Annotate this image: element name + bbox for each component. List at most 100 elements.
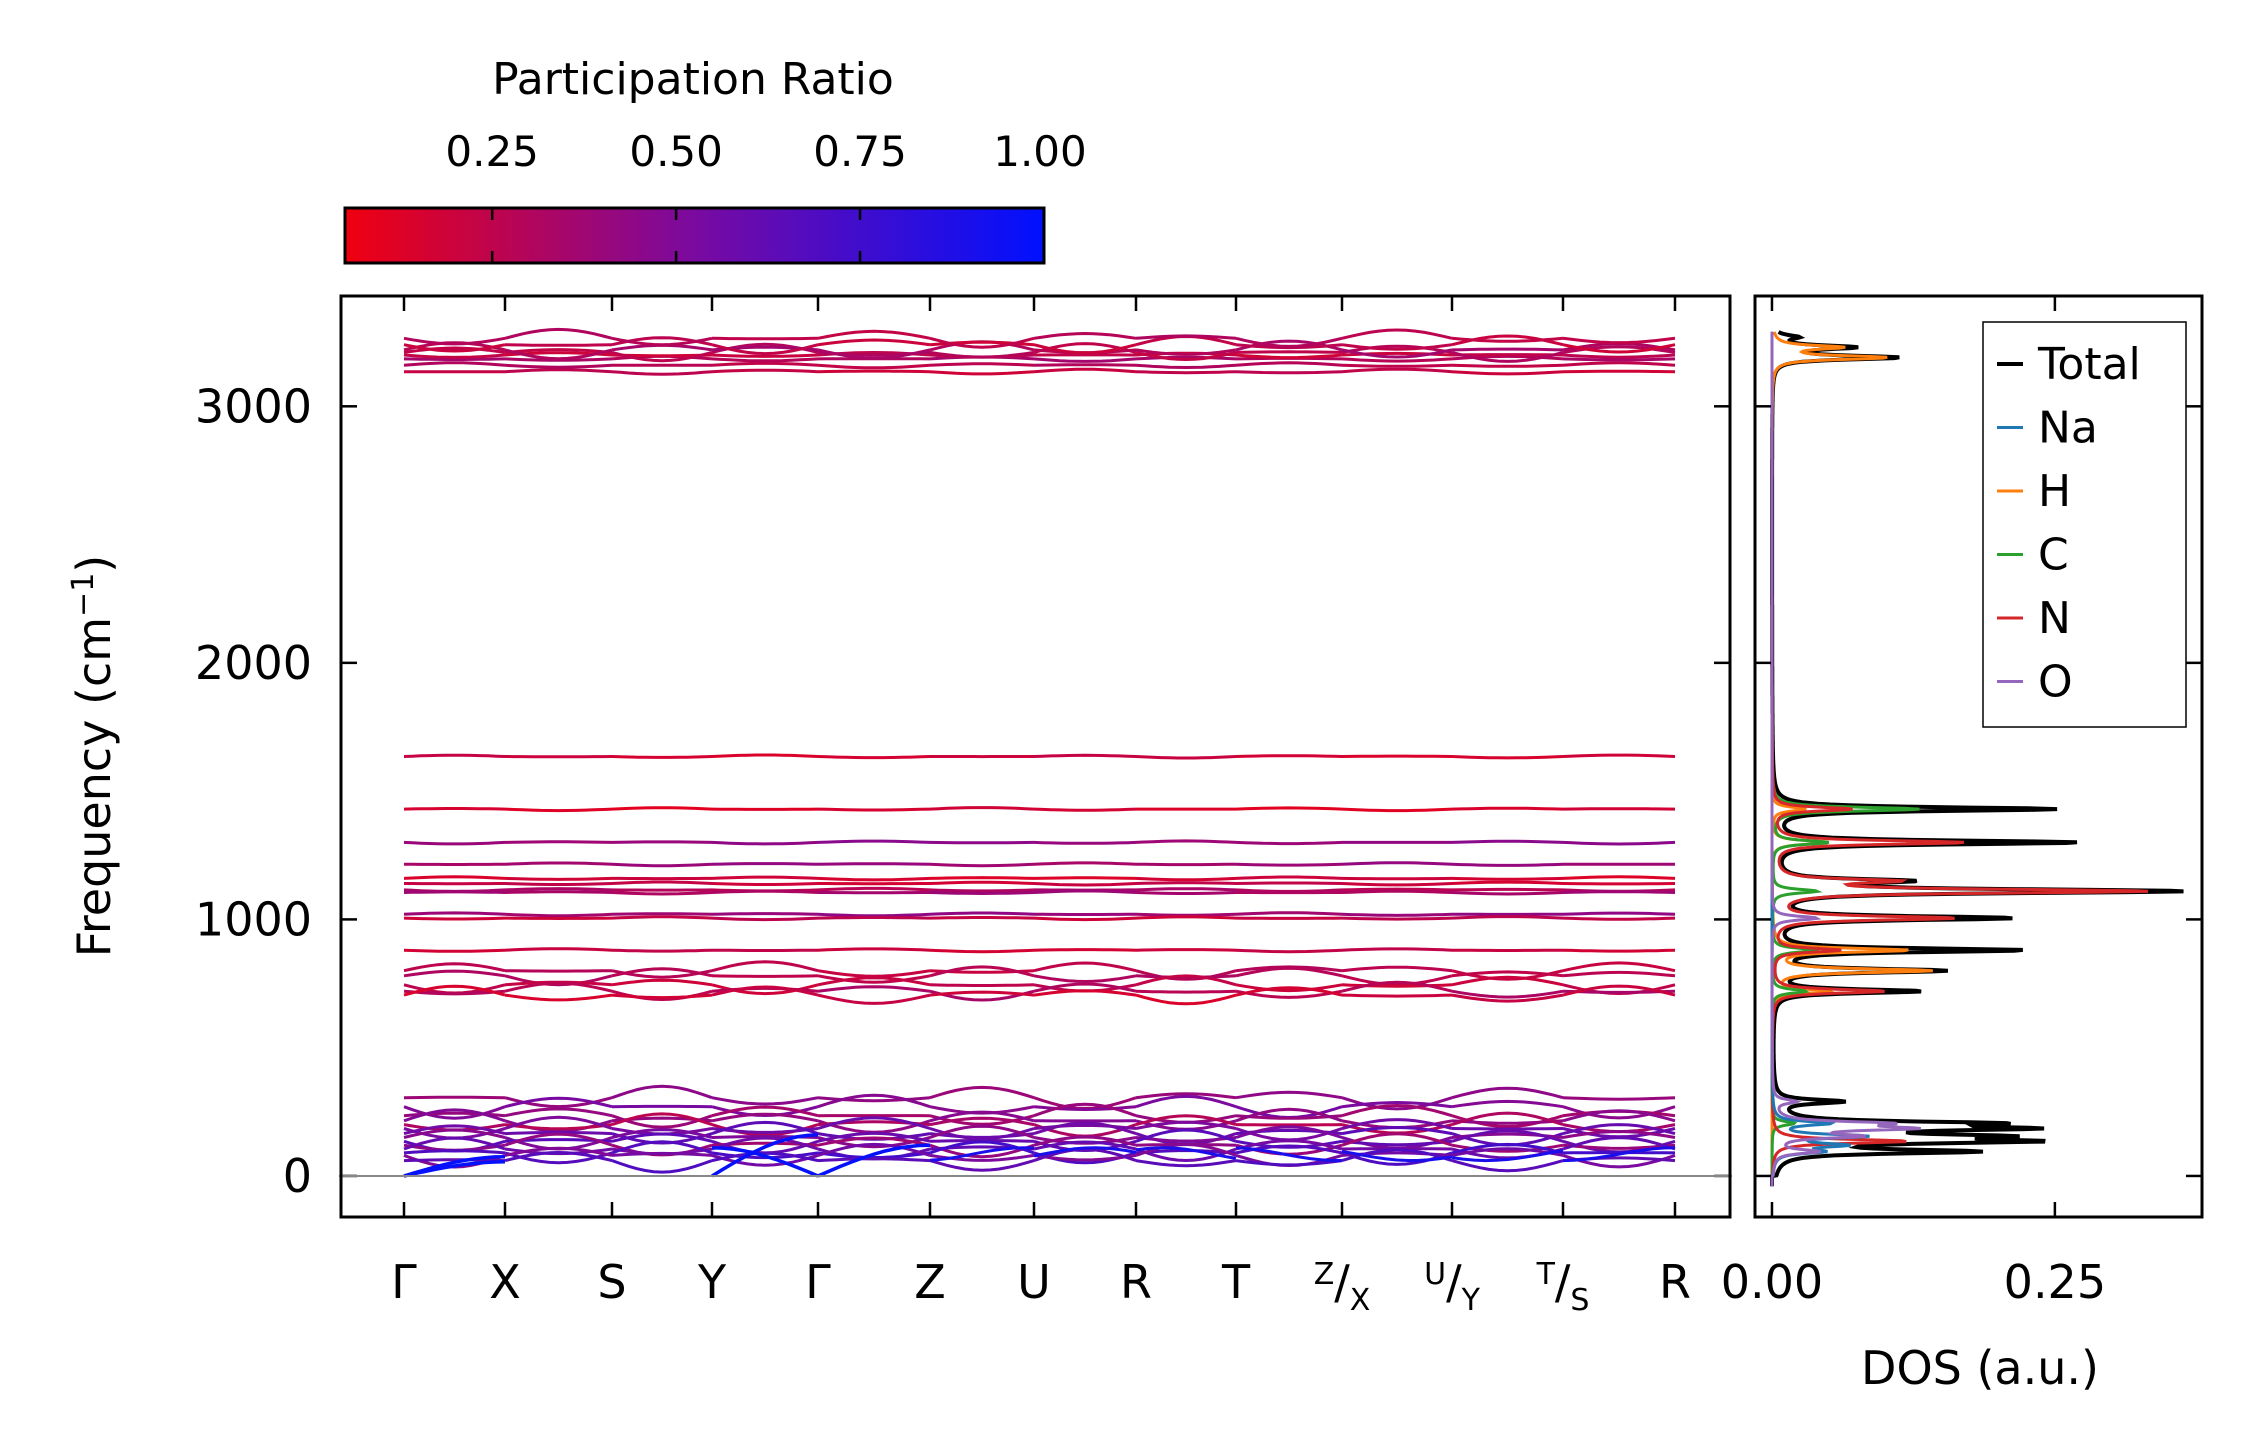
band-ylabel: Frequency (cm−1) (66, 555, 122, 958)
band-line (1235, 911, 1343, 916)
band-line (611, 755, 713, 759)
legend-label: C (2038, 530, 2069, 581)
band-line (711, 336, 819, 341)
band-line (711, 889, 819, 894)
band-line (504, 1130, 613, 1136)
band-line (1341, 344, 1453, 354)
legend-box (1982, 321, 2187, 728)
band-line (1033, 1102, 1137, 1118)
band-line (1451, 806, 1564, 811)
band-line (1033, 961, 1137, 973)
band-line (1562, 1136, 1676, 1151)
band-line (929, 990, 1035, 997)
kpoint-split-sub: X (1350, 1283, 1371, 1318)
band-line (711, 1127, 819, 1134)
band-line (1033, 948, 1137, 952)
band-line (611, 1132, 713, 1143)
band-line (611, 993, 713, 1000)
band-line (1341, 1125, 1453, 1136)
band-line (611, 1112, 713, 1127)
band-line (1341, 1132, 1453, 1147)
band-line (1562, 961, 1676, 973)
band-line (1033, 343, 1137, 355)
band-line (403, 1108, 506, 1123)
band-line (1451, 993, 1564, 1003)
band-line (611, 891, 713, 896)
band-line (1235, 1139, 1343, 1151)
band-line (817, 912, 931, 918)
band-line (403, 346, 506, 354)
band-ytick-label: 0 (283, 1149, 312, 1203)
band-line (504, 876, 613, 881)
colorbar-title: Participation Ratio (492, 54, 894, 105)
kpoint-label: Γ (391, 1255, 417, 1309)
band-line (1135, 363, 1237, 370)
band-line (1451, 1159, 1564, 1173)
band-line (1562, 911, 1676, 916)
band-line (1033, 989, 1137, 997)
band-line (1451, 1111, 1564, 1127)
band-line (817, 916, 931, 920)
band-line (611, 806, 713, 811)
band-line (711, 1096, 819, 1106)
band-line (611, 1151, 713, 1157)
band-line (1341, 882, 1453, 887)
band-line (1235, 875, 1343, 880)
band-line (1562, 1143, 1676, 1150)
band-line (611, 1114, 713, 1129)
band-line (1341, 343, 1453, 351)
band-line (504, 343, 613, 347)
band-line (504, 861, 613, 866)
band-line (403, 1158, 506, 1163)
band-line (403, 807, 506, 811)
band-line (711, 840, 819, 846)
kpoint-label: U (1017, 1255, 1051, 1309)
band-line (403, 357, 506, 361)
band-line (817, 974, 931, 984)
band-line (929, 350, 1035, 359)
band-line (403, 1124, 506, 1136)
band-line (403, 989, 506, 996)
band-line (1235, 840, 1343, 846)
band-line (1033, 1140, 1137, 1151)
band-line (1562, 1153, 1676, 1169)
band-line (403, 969, 506, 978)
band-line (1341, 1100, 1453, 1109)
band-line (403, 1128, 506, 1139)
band-line (1451, 880, 1564, 885)
band-line (504, 1115, 613, 1130)
band-line (817, 1136, 931, 1147)
band-line (1341, 861, 1453, 866)
colorbar: Participation Ratio 0.25 0.50 0.75 1.00 (343, 54, 1087, 265)
band-line (817, 1131, 931, 1143)
band-line (929, 806, 1035, 811)
band-line (929, 1159, 1035, 1172)
band-line (1235, 948, 1343, 954)
band-line (1562, 875, 1676, 880)
band-line (1235, 336, 1343, 348)
band-line (1033, 1146, 1137, 1158)
band-ylabel-main: Frequency (cm (67, 617, 121, 957)
band-line (1135, 755, 1237, 760)
band-line (1562, 1146, 1676, 1163)
band-line (929, 862, 1035, 868)
kpoint-label: Y (697, 1255, 727, 1309)
band-line (1135, 1146, 1237, 1160)
band-line (1562, 1096, 1676, 1101)
band-line (1341, 974, 1453, 987)
legend-label: Total (2037, 339, 2141, 390)
band-line (1451, 970, 1564, 978)
band-line (1562, 1109, 1676, 1123)
dos-xtick-label: 0.25 (2004, 1255, 2106, 1309)
kpoint-split-slash: / (1334, 1255, 1350, 1309)
band-line (1235, 361, 1343, 367)
band-line (711, 353, 819, 358)
band-line (817, 807, 931, 812)
band-line (1451, 975, 1564, 987)
band-line (1341, 912, 1453, 917)
band-line (1341, 348, 1453, 359)
band-ytick-label: 1000 (195, 892, 312, 946)
band-line (1033, 367, 1137, 374)
colorbar-tick-label: 0.50 (629, 127, 723, 176)
kpoint-split-label: T/S (1536, 1255, 1590, 1318)
